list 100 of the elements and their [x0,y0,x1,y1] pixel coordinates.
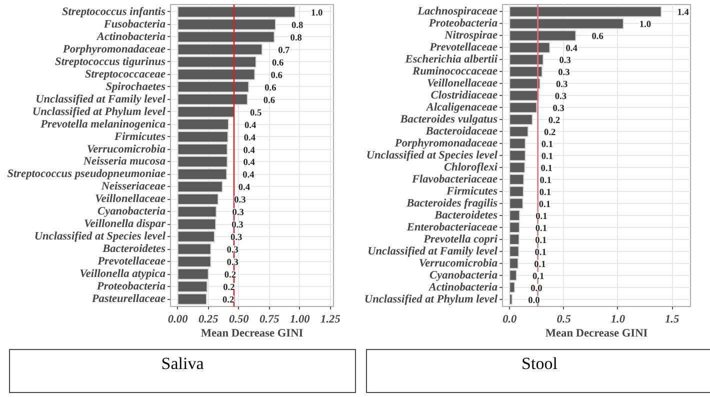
data-label: 0.3 [232,208,244,218]
y-tick-label: Verrucomicrobia [418,257,498,270]
data-label: 0.3 [558,68,570,78]
y-tick-label: Veillonellaceae [427,78,498,90]
y-tick-label: Bacteroides fragilis [406,197,498,210]
y-tick-label: Porphyromonadaceae [62,43,166,56]
data-label: 0.2 [548,116,560,126]
data-label: 0.8 [292,20,304,31]
y-tick-label: Prevotella copri [424,233,498,246]
text: Stool [522,353,558,375]
data-label: 0.3 [556,80,568,90]
data-label: 0.5 [250,108,262,118]
y-tick-label: Proteobacteria [96,280,166,293]
y-tick-label: Unclassified at Phylum level [32,106,166,118]
data-label: 1.0 [311,8,324,18]
y-tick-label: Spirochaetes [106,80,166,93]
y-tick-label: Veillonella dispar [84,218,166,230]
y-tick-label: Ruminococcaceae [412,66,498,78]
data-label: 1.4 [677,8,690,18]
y-tick-label: Neisseria mucosa [82,156,166,168]
text: Saliva [161,353,204,375]
y-tick-label: Lachnospiraceae [416,6,498,18]
data-label: 0.3 [552,104,565,114]
x-tick-label: 0.75 [259,314,280,326]
data-label: 0.3 [234,196,246,206]
y-tick-label: Firmicutes [446,185,498,198]
y-tick-label: Streptococcus pseudopneumoniae [7,168,166,180]
y-tick-label: Bacteroides vulgatus [399,114,498,126]
data-label: 0.4 [244,133,256,144]
x-tick-label: 0.0 [502,314,518,326]
data-label: 0.8 [290,33,302,44]
data-label: 0.3 [226,258,239,268]
y-tick-label: Streptococcus tigurinus [55,56,166,68]
data-label: 0.2 [222,296,235,306]
y-tick-label: Firmicutes [114,130,166,143]
x-axis-title: Mean Decrease GINI [545,328,648,340]
data-label: 0.1 [532,272,544,282]
y-tick-label: Enterobacteriaceae [406,221,498,234]
y-tick-label: Unclassified at Species level [34,230,166,243]
data-label: 0.3 [232,220,244,231]
data-label: 0.1 [536,212,548,222]
data-label: 0.1 [541,152,554,162]
y-tick-label: Unclassified at Family level [36,93,166,106]
y-tick-label: Clostridiaceae [430,90,498,102]
data-label: 0.1 [534,248,547,258]
y-tick-label: Veillonella atypica [80,268,166,280]
x-axis-title: Mean Decrease GINI [200,328,304,340]
data-label: 0.2 [224,270,236,281]
data-label: 0.6 [592,32,604,42]
y-tick-label: Neisseriaceae [100,180,166,193]
x-tick-label: 0.50 [228,314,250,326]
data-label: 0.1 [535,236,548,246]
y-tick-label: Escherichia albertii [404,54,498,66]
y-tick-label: Streptococcus infantis [62,6,166,18]
data-label: 0.6 [272,58,284,68]
data-label: 0.7 [278,46,290,56]
y-tick-label: Bacteroidetes [434,209,498,222]
y-tick-label: Unclassified at Phylum level [364,293,498,306]
data-label: 0.1 [538,200,551,210]
data-label: 0.1 [540,164,553,174]
data-label: 0.0 [530,284,543,294]
y-tick-label: Veillonellaceae [95,193,166,206]
data-label: 0.1 [541,140,554,150]
y-tick-label: Fusobacteria [102,18,166,30]
data-label: 0.3 [559,56,572,66]
data-label: 0.4 [242,170,255,181]
y-tick-label: Cyanobacteria [430,269,498,282]
y-tick-label: Unclassified at Family level [368,245,498,258]
y-tick-label: Prevotellaceae [98,256,166,268]
y-tick-label: Nitrospirae [444,30,498,42]
y-tick-label: Alcaligenaceae [425,102,498,114]
data-label: 0.3 [554,92,567,102]
y-tick-label: Actinobacteria [428,281,498,294]
y-tick-label: Streptococcaceae [84,68,166,80]
x-tick-label: 0.25 [198,314,219,326]
x-tick-label: 1.0 [610,314,626,326]
y-tick-label: Cyanobacteria [98,206,166,218]
data-label: 0.3 [226,246,239,256]
data-label: 1.0 [639,20,652,30]
x-tick-label: 0.5 [556,314,572,326]
y-tick-label: Flavobacteriaceae [410,173,498,186]
data-label: 0.2 [223,283,236,294]
data-label: 0.2 [544,128,556,138]
x-tick-label: 1.00 [290,314,310,326]
data-label: 0.3 [230,233,242,244]
y-tick-label: Prevotella melaninogenica [40,118,166,130]
data-label: 0.4 [243,158,256,168]
y-tick-label: Chloroflexi [444,161,498,174]
y-tick-label: Unclassified at Species level [366,150,498,162]
y-tick-label: Prevotellaceae [430,42,498,54]
y-tick-label: Bacteroidetes [102,243,166,256]
x-tick-label: 1.5 [665,314,680,326]
x-tick-label: 1.25 [320,314,341,326]
data-label: 0.4 [238,183,250,194]
data-label: 0.1 [535,224,548,234]
data-label: 0.4 [566,44,578,54]
data-label: 0.6 [264,83,277,94]
data-label: 0.6 [263,96,276,106]
data-label: 0.4 [244,120,256,131]
data-label: 0.1 [540,176,552,186]
